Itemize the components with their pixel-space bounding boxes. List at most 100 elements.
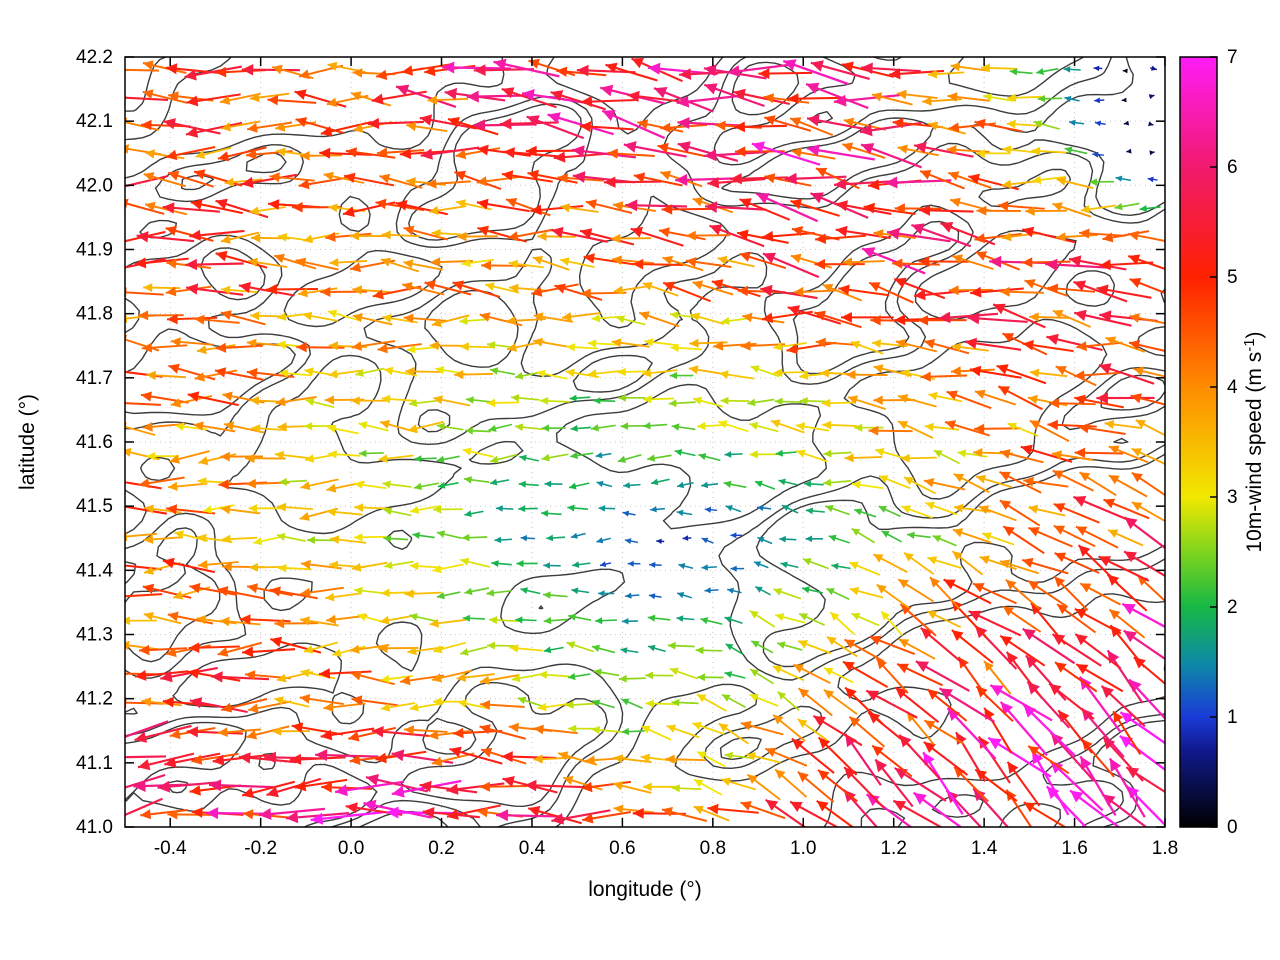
wind-arrow-head	[464, 510, 472, 517]
wind-arrow-head	[217, 647, 229, 657]
wind-arrow-head	[873, 364, 884, 374]
wind-arrow-head	[221, 534, 231, 544]
wind-arrow-head	[671, 423, 680, 431]
wind-arrow-head	[805, 535, 813, 543]
wind-arrow-head	[1076, 341, 1087, 352]
wind-arrow-head	[592, 699, 601, 707]
wind-arrow-head	[320, 729, 333, 741]
wind-arrow-head	[344, 172, 356, 183]
wind-arrow-head	[996, 364, 1009, 375]
wind-arrow-head	[894, 203, 905, 214]
wind-arrow-head	[667, 641, 676, 650]
wind-arrow-head	[872, 745, 884, 757]
wind-arrow-head	[1104, 419, 1115, 429]
wind-arrow-head	[376, 69, 388, 80]
wind-arrow-head	[799, 371, 809, 380]
wind-arrow-head	[186, 95, 199, 107]
wind-arrow-head	[927, 611, 938, 620]
wind-arrow-head	[661, 204, 673, 215]
colorbar-tick-label: 3	[1227, 487, 1238, 508]
wind-arrow-head	[162, 202, 175, 214]
wind-arrow-head	[259, 808, 272, 820]
wind-arrow-head	[1122, 603, 1136, 615]
wind-arrow-head	[1052, 634, 1066, 646]
wind-arrow-head	[932, 535, 942, 543]
wind-arrow-head	[203, 505, 213, 514]
wind-arrow-head	[424, 65, 436, 77]
wind-arrow-head	[756, 193, 770, 204]
wind-arrow-head	[551, 813, 564, 825]
wind-arrow-head	[517, 696, 527, 705]
wind-arrow-head	[490, 478, 498, 486]
wind-arrow-head	[951, 630, 964, 642]
wind-arrow-head	[572, 171, 586, 183]
wind-arrow-head	[1022, 628, 1036, 641]
wind-arrow-head	[656, 538, 662, 544]
wind-arrow-head	[125, 501, 126, 506]
wind-arrow-head	[307, 536, 315, 544]
wind-arrow-head	[304, 645, 314, 654]
wind-arrow-head	[477, 144, 489, 156]
wind-arrow-head	[272, 726, 282, 736]
wind-arrow-head	[889, 68, 901, 80]
wind-arrow-head	[299, 694, 311, 704]
wind-arrow-head	[970, 286, 982, 298]
wind-arrow-head	[1074, 370, 1085, 381]
wind-arrow-head	[533, 754, 543, 764]
wind-arrow-head	[522, 89, 535, 101]
wind-arrow-head	[479, 675, 490, 685]
wind-arrow-head	[170, 337, 181, 347]
wind-arrow-head	[570, 532, 578, 539]
wind-arrow	[125, 402, 161, 406]
wind-arrow-head	[1070, 790, 1084, 803]
wind-arrow-head	[625, 592, 632, 599]
wind-arrow-head	[557, 173, 568, 184]
wind-arrow-head	[371, 93, 384, 105]
wind-arrow-head	[466, 396, 474, 404]
wind-arrow-head	[350, 670, 362, 681]
wind-arrow-head	[763, 93, 774, 104]
wind-arrow-head	[843, 117, 855, 127]
wind-arrow-head	[329, 560, 339, 570]
terrain-contours	[125, 57, 1165, 827]
wind-arrow-head	[957, 449, 967, 458]
wind-arrow-head	[1006, 651, 1019, 665]
wind-arrow	[125, 68, 159, 72]
wind-arrow-head	[541, 424, 550, 432]
wind-arrow-head	[869, 635, 882, 646]
wind-arrow-head	[381, 394, 391, 404]
wind-arrow-head	[550, 90, 564, 101]
x-tick-label: 1.0	[790, 838, 816, 859]
wind-arrow-head	[1028, 580, 1040, 591]
wind-arrow-head	[304, 422, 313, 431]
wind-arrow-head	[703, 64, 717, 77]
wind-arrow-head	[1022, 257, 1033, 268]
wind-arrow-head	[760, 284, 773, 297]
wind-arrow-head	[268, 199, 280, 210]
wind-arrow-head	[401, 65, 414, 76]
wind-arrow-head	[247, 583, 258, 594]
wind-arrow-head	[778, 478, 786, 486]
wind-arrow-head	[345, 802, 358, 814]
wind-arrow-head	[1069, 255, 1082, 267]
wind-arrow-head	[868, 712, 881, 724]
wind-arrow-head	[583, 253, 595, 264]
wind-arrow-head	[822, 420, 832, 430]
colorbar-tick-label: 4	[1227, 377, 1238, 398]
wind-arrow-head	[246, 478, 256, 489]
wind-arrow-head	[779, 535, 786, 543]
wind-arrow-head	[1076, 526, 1088, 536]
wind-arrow-head	[501, 87, 515, 99]
wind-arrow-head	[854, 423, 863, 432]
wind-arrow-head	[136, 231, 149, 243]
wind-arrow-head	[881, 531, 890, 538]
wind-arrow-head	[473, 64, 486, 76]
wind-arrow	[125, 291, 164, 296]
wind-arrow-head	[160, 670, 173, 683]
wind-arrow-head	[658, 227, 670, 238]
x-axis-label: longitude (°)	[588, 878, 701, 901]
wind-arrow-head	[973, 788, 986, 802]
wind-arrow-head	[186, 283, 199, 295]
wind-arrow-head	[580, 288, 591, 299]
wind-arrow-head	[335, 784, 348, 797]
